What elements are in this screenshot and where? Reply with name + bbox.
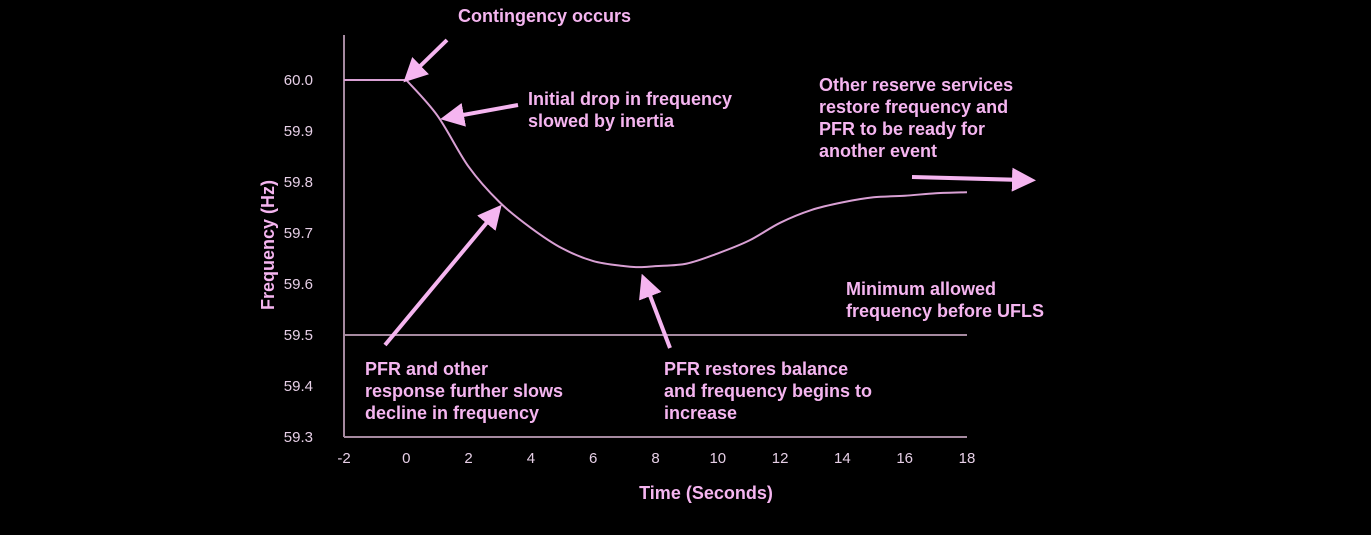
y-tick-label: 59.7 (284, 225, 313, 242)
y-tick-label: 59.3 (284, 429, 313, 446)
contingency-arrow (403, 38, 449, 83)
y-axis-label: Frequency (Hz) (258, 180, 278, 310)
x-tick-label: 12 (772, 450, 789, 467)
y-tick-label: 59.8 (284, 174, 313, 191)
x-tick-label: 18 (959, 450, 976, 467)
pfr-other-arrow (383, 204, 502, 347)
x-tick-label: 2 (464, 450, 472, 467)
y-tick-label: 60.0 (284, 72, 313, 89)
annotation-inertia: Initial drop in frequency slowed by iner… (528, 89, 733, 131)
pfr-restore-arrow (639, 273, 672, 349)
y-tick-label: 59.5 (284, 327, 313, 344)
x-axis-label: Time (Seconds) (639, 483, 773, 503)
x-tick-label: 16 (896, 450, 913, 467)
x-tick-label: 0 (402, 450, 410, 467)
annotation-contingency: Contingency occurs (458, 6, 632, 26)
x-tick-label: 4 (527, 450, 535, 467)
x-tick-label: 10 (709, 450, 726, 467)
annotation-pfr-restore: PFR restores balance and frequency begin… (664, 359, 873, 423)
inertia-arrow (440, 103, 519, 127)
annotation-pfr-other: PFR and other response further slows dec… (365, 359, 564, 423)
reserve-arrow (911, 167, 1036, 192)
x-tick-label: 8 (651, 450, 659, 467)
frequency-series-line (344, 79, 968, 269)
y-tick-label: 59.6 (284, 276, 313, 293)
y-tick-label: 59.9 (284, 123, 313, 140)
x-tick-label: -2 (337, 450, 350, 467)
annotation-minimum: Minimum allowed frequency before UFLS (846, 279, 1045, 321)
x-tick-label: 6 (589, 450, 597, 467)
y-tick-label: 59.4 (284, 378, 313, 395)
x-tick-label: 14 (834, 450, 851, 467)
annotation-reserve: Other reserve services restore frequency… (819, 75, 1014, 161)
